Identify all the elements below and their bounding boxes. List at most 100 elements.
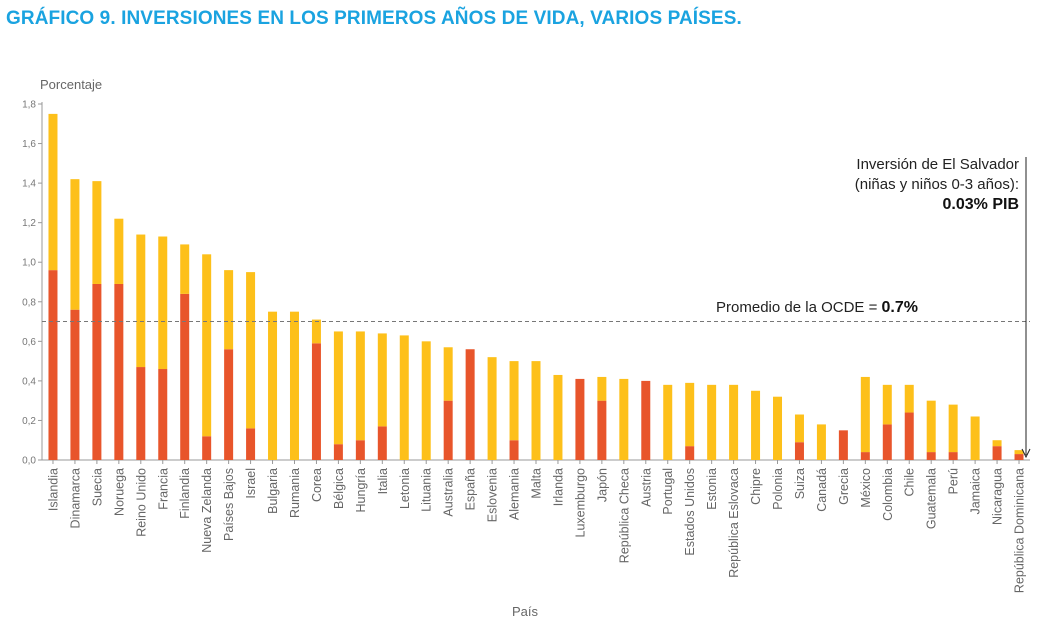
x-tick-label: Letonia bbox=[398, 468, 412, 509]
x-tick-label: Jamaica bbox=[969, 468, 983, 515]
annotation-arrow-head-icon bbox=[1021, 448, 1031, 459]
bar-segment-upper bbox=[663, 384, 673, 460]
bar-segment-upper bbox=[992, 440, 1002, 447]
bar-segment-lower bbox=[1014, 454, 1024, 460]
y-tick-label: 1,8 bbox=[22, 100, 36, 111]
bar-segment-lower bbox=[180, 293, 190, 460]
el-salvador-annotation-value: 0.03% PIB bbox=[943, 196, 1019, 213]
el-salvador-annotation-line1: Inversión de El Salvador bbox=[856, 156, 1019, 173]
bar-segment-upper bbox=[531, 361, 541, 460]
bar-segment-upper bbox=[202, 254, 212, 437]
bar-segment-upper bbox=[904, 384, 914, 413]
bar-segment-upper bbox=[246, 272, 256, 429]
x-tick-label: Canadá bbox=[815, 468, 829, 512]
bar-segment-upper bbox=[1014, 450, 1024, 455]
bar-segment-upper bbox=[48, 113, 58, 271]
oecd-average-label: Promedio de la OCDE = 0.7% bbox=[716, 299, 918, 316]
bar-segment-upper bbox=[487, 357, 497, 460]
x-tick-label: Irlanda bbox=[551, 468, 565, 506]
y-tick-label: 1,0 bbox=[22, 258, 36, 269]
x-tick-label: Nicaragua bbox=[991, 468, 1005, 525]
bar-segment-upper bbox=[685, 382, 695, 447]
bar-segment-lower bbox=[685, 446, 695, 460]
x-tick-label: Alemania bbox=[508, 468, 522, 520]
bar-segment-upper bbox=[751, 390, 761, 460]
x-tick-label: Malta bbox=[530, 468, 544, 499]
y-tick-label: 0,4 bbox=[22, 376, 36, 387]
bar-segment-upper bbox=[136, 234, 146, 368]
bar-segment-upper bbox=[355, 331, 365, 441]
x-tick-label: Reino Unido bbox=[134, 468, 148, 537]
bars bbox=[48, 113, 1024, 460]
x-tick-label: Italia bbox=[376, 468, 390, 494]
x-tick-label: Bulgaria bbox=[266, 468, 280, 514]
bar-segment-upper bbox=[553, 374, 563, 460]
bar-segment-upper bbox=[114, 218, 124, 284]
x-tick-label: Japón bbox=[595, 468, 609, 502]
x-tick-label: Luxemburgo bbox=[573, 468, 587, 538]
bar-segment-upper bbox=[399, 335, 409, 460]
bar-segment-lower bbox=[224, 349, 234, 460]
bar-segment-lower bbox=[509, 440, 519, 460]
bar-segment-upper bbox=[860, 376, 870, 453]
x-tick-label: Perú bbox=[947, 468, 961, 494]
x-tick-label: Francia bbox=[156, 468, 170, 510]
bar-segment-upper bbox=[158, 236, 168, 370]
x-tick-label: Bélgica bbox=[332, 468, 346, 509]
bar-segment-lower bbox=[70, 309, 80, 460]
x-tick-label: Noruega bbox=[112, 468, 126, 516]
bar-segment-lower bbox=[641, 380, 651, 460]
x-tick-label: México bbox=[859, 468, 873, 508]
x-tick-label: España bbox=[464, 468, 478, 510]
bar-segment-upper bbox=[948, 404, 958, 453]
x-tick-label: Estados Unidos bbox=[683, 468, 697, 556]
bar-segment-upper bbox=[377, 333, 387, 427]
y-tick-label: 1,6 bbox=[22, 139, 36, 150]
bar-segment-upper bbox=[926, 400, 936, 453]
x-tick-label: Rumania bbox=[288, 468, 302, 518]
y-tick-label: 0,0 bbox=[22, 456, 36, 467]
bar-segment-lower bbox=[597, 400, 607, 460]
bar-segment-upper bbox=[333, 331, 343, 445]
bar-segment-upper bbox=[509, 361, 519, 441]
bar-segment-upper bbox=[92, 181, 102, 284]
x-tick-label: Colombia bbox=[881, 468, 895, 521]
bar-segment-lower bbox=[948, 452, 958, 460]
bar-segment-lower bbox=[311, 343, 321, 460]
x-axis-labels: Islandia Dinamarca Suecia Noruega Reino Unid… bbox=[46, 460, 1027, 593]
bar-segment-lower bbox=[92, 283, 102, 460]
bar-segment-lower bbox=[202, 436, 212, 460]
bar-segment-upper bbox=[180, 244, 190, 294]
bar-segment-lower bbox=[904, 412, 914, 460]
x-tick-label: República Eslovaca bbox=[727, 468, 741, 578]
bar-segment-lower bbox=[333, 444, 343, 460]
y-tick-label: 0,6 bbox=[22, 337, 36, 348]
bar-segment-upper bbox=[289, 311, 299, 460]
x-tick-label: Chipre bbox=[749, 468, 763, 505]
el-salvador-annotation-line2: (niñas y niños 0-3 años): bbox=[855, 176, 1019, 193]
x-tick-label: Islandia bbox=[46, 468, 60, 511]
x-tick-label: Portugal bbox=[661, 468, 675, 515]
bar-segment-upper bbox=[70, 179, 80, 310]
bar-segment-lower bbox=[992, 446, 1002, 460]
x-tick-label: Polonia bbox=[771, 468, 785, 510]
bar-segment-upper bbox=[773, 396, 783, 460]
bar-segment-upper bbox=[816, 424, 826, 460]
x-tick-label: Finlandia bbox=[178, 468, 192, 519]
x-tick-label: Guatemala bbox=[925, 468, 939, 529]
x-tick-label: Australia bbox=[442, 468, 456, 517]
x-tick-label: Estonia bbox=[705, 468, 719, 510]
x-tick-label: Suecia bbox=[90, 468, 104, 506]
bar-segment-lower bbox=[882, 424, 892, 460]
bar-segment-lower bbox=[794, 442, 804, 460]
chart-title: GRÁFICO 9. INVERSIONES EN LOS PRIMEROS A… bbox=[6, 8, 742, 29]
x-tick-label: Países Bajos bbox=[222, 468, 236, 541]
y-axis: 0,0 0,2 0,4 0,6 0,8 1,0 1,2 1,4 1,6 1,8 bbox=[22, 100, 1030, 467]
bar-segment-lower bbox=[246, 428, 256, 460]
bar-segment-lower bbox=[443, 400, 453, 460]
x-tick-label: República Checa bbox=[617, 468, 631, 563]
y-tick-label: 0,8 bbox=[22, 297, 36, 308]
bar-segment-upper bbox=[597, 376, 607, 401]
bar-segment-lower bbox=[860, 452, 870, 460]
